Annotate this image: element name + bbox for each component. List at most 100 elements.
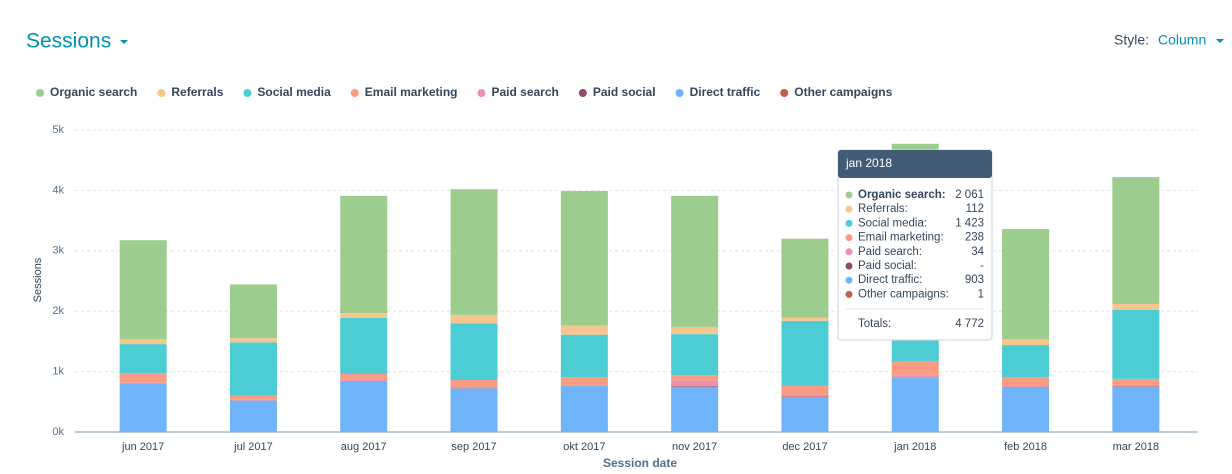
- x-tick-label: dec 2017: [782, 441, 827, 453]
- bar-segment: [671, 380, 719, 387]
- bar-segment: [560, 191, 608, 326]
- legend-swatch: [477, 89, 486, 97]
- legend-label: Organic search: [50, 85, 137, 99]
- bar-segment: [891, 377, 939, 432]
- bar-segment: [1112, 386, 1160, 388]
- legend-label: Other campaigns: [794, 85, 892, 99]
- legend-label: Social media: [257, 85, 331, 99]
- tooltip-value: 903: [965, 274, 984, 286]
- bar-segment: [1112, 303, 1160, 310]
- tooltip-swatch: [845, 234, 853, 242]
- x-tick-label: nov 2017: [672, 441, 717, 453]
- y-tick-label: 4k: [52, 184, 64, 196]
- style-label: Style:: [1114, 32, 1149, 48]
- bar-segment: [450, 189, 498, 315]
- tooltip-title: jan 2018: [845, 156, 892, 170]
- bar-segment: [1002, 345, 1050, 378]
- bar-segment: [781, 394, 829, 397]
- bar-segment: [781, 320, 829, 386]
- bar-segment: [340, 317, 388, 375]
- x-tick-label: okt 2017: [563, 441, 605, 453]
- bar-segment: [781, 396, 829, 432]
- x-tick-label: sep 2017: [451, 441, 496, 453]
- bar-segment: [229, 395, 277, 400]
- legend-swatch: [36, 89, 44, 97]
- style-value[interactable]: Column: [1158, 32, 1206, 48]
- tooltip-value: 238: [965, 232, 984, 244]
- bar-segment: [450, 388, 498, 432]
- bar-segment: [671, 195, 719, 327]
- bar-segment: [340, 374, 388, 381]
- bar-segment: [1112, 384, 1160, 387]
- x-tick-label: jun 2017: [121, 441, 164, 453]
- legend-swatch: [578, 89, 587, 97]
- bar-segment: [671, 326, 719, 335]
- bar-segment: [671, 334, 719, 376]
- tooltip-label: Referrals:: [858, 203, 908, 215]
- x-axis-title: Session date: [603, 456, 677, 470]
- legend-label: Paid search: [491, 85, 558, 99]
- title-caret[interactable]: [120, 40, 128, 44]
- bar-segment: [1002, 377, 1050, 387]
- tooltip-value: 34: [971, 246, 984, 258]
- bar-segment: [891, 360, 939, 376]
- bar-segment: [671, 375, 719, 381]
- bar-segment: [671, 386, 719, 388]
- tooltip-label: Social media:: [858, 217, 927, 229]
- tooltip-swatch: [845, 205, 853, 213]
- bar-segment: [1112, 309, 1160, 379]
- report-title[interactable]: Sessions: [26, 30, 111, 53]
- style-caret[interactable]: [1216, 39, 1224, 43]
- tooltip-value: 1: [978, 288, 984, 300]
- tooltip-label: Email marketing:: [858, 232, 944, 244]
- bar-segment: [340, 380, 388, 381]
- bar-segment: [1002, 386, 1050, 388]
- y-tick-label: 2k: [52, 305, 64, 317]
- bar-segment: [450, 323, 498, 381]
- bar-segment: [119, 382, 167, 384]
- tooltip-total-label: Totals:: [858, 318, 891, 330]
- tooltip-swatch: [845, 248, 853, 256]
- tooltip-label: Direct traffic:: [858, 274, 922, 286]
- bar-segment: [781, 238, 829, 318]
- bar-segment: [560, 377, 608, 385]
- bar-segment: [340, 381, 388, 432]
- x-tick-label: aug 2017: [341, 441, 387, 453]
- tooltip-swatch: [845, 276, 853, 284]
- bar-segment: [450, 314, 498, 324]
- bar-segment: [119, 373, 167, 383]
- tooltip-value: 2 061: [955, 189, 984, 201]
- bar-segment: [1002, 387, 1050, 432]
- tooltip-value: -: [980, 260, 984, 272]
- y-tick-label: 3k: [52, 245, 64, 257]
- tooltip-value: 112: [966, 203, 984, 215]
- y-tick-label: 5k: [52, 124, 64, 136]
- bar-segment: [450, 387, 498, 389]
- tooltip-header: [838, 150, 992, 178]
- tooltip-label: Organic search:: [858, 189, 946, 201]
- y-tick-label: 0k: [52, 426, 64, 438]
- bar-segment: [119, 240, 167, 340]
- bar-segment: [781, 385, 829, 395]
- bar-segment: [340, 195, 388, 314]
- bar-segment: [340, 313, 388, 318]
- legend-swatch: [675, 89, 684, 97]
- bar-segment: [1002, 229, 1050, 339]
- x-tick-label: jul 2017: [233, 441, 273, 453]
- bar-segment: [1112, 177, 1160, 304]
- bar-segment: [560, 325, 608, 335]
- y-axis-title: Sessions: [32, 257, 44, 302]
- bar-segment: [560, 384, 608, 386]
- y-tick-label: 1k: [52, 366, 64, 378]
- tooltip-swatch: [845, 290, 853, 298]
- legend-label: Referrals: [171, 85, 223, 99]
- x-tick-label: jan 2018: [893, 441, 936, 453]
- bar-segment: [229, 338, 277, 343]
- bar-segment: [119, 383, 167, 432]
- bar-segment: [450, 380, 498, 388]
- tooltip-label: Paid social:: [858, 260, 917, 272]
- tooltip-swatch: [845, 219, 853, 227]
- bar-segment: [229, 284, 277, 339]
- bar-segment: [560, 334, 608, 378]
